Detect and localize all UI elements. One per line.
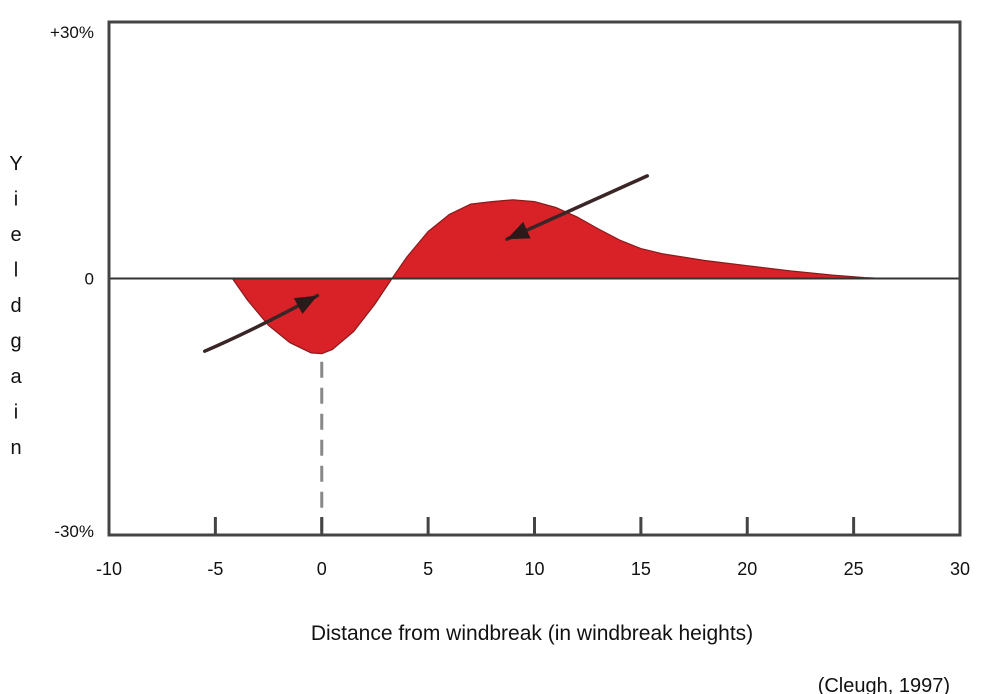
y-axis-label-char: g — [10, 331, 21, 353]
y-axis-label-char: n — [10, 437, 21, 459]
x-tick-label: 5 — [423, 559, 433, 579]
x-tick-label: -5 — [207, 559, 223, 579]
chart-text-layer: +30% 0 -30% -10 -5 0 5 10 15 20 25 30 Di… — [50, 23, 970, 694]
y-axis-label-char: e — [10, 224, 21, 246]
y-axis-label-char: l — [14, 260, 18, 282]
y-axis-label-char: i — [14, 189, 18, 211]
x-tick-label: 30 — [950, 559, 970, 579]
y-tick-label-bottom: -30% — [54, 522, 94, 541]
y-axis-label-char: i — [14, 402, 18, 424]
yield-gain-area — [231, 199, 886, 355]
y-tick-label-zero: 0 — [85, 270, 94, 289]
x-tick-label: -10 — [96, 559, 122, 579]
y-axis-label-char: d — [10, 295, 21, 317]
y-axis-label-char: a — [10, 366, 22, 388]
plot-area — [107, 20, 962, 537]
y-axis-label-char: Y — [9, 153, 22, 175]
x-tick-label: 15 — [631, 559, 651, 579]
x-axis-label: Distance from windbreak (in windbreak he… — [311, 622, 753, 645]
arrow-head — [506, 221, 531, 240]
arrow-toward-peak — [505, 174, 650, 241]
y-tick-label-top: +30% — [50, 23, 94, 42]
x-tick-label: 20 — [737, 559, 757, 579]
x-tick-label: 0 — [317, 559, 327, 579]
arrow-head — [293, 295, 318, 314]
x-tick-label: 25 — [844, 559, 864, 579]
x-tick-label: 10 — [524, 559, 544, 579]
source-credit: (Cleugh, 1997) — [818, 675, 950, 694]
arrow-toward-windbreak — [202, 293, 320, 353]
